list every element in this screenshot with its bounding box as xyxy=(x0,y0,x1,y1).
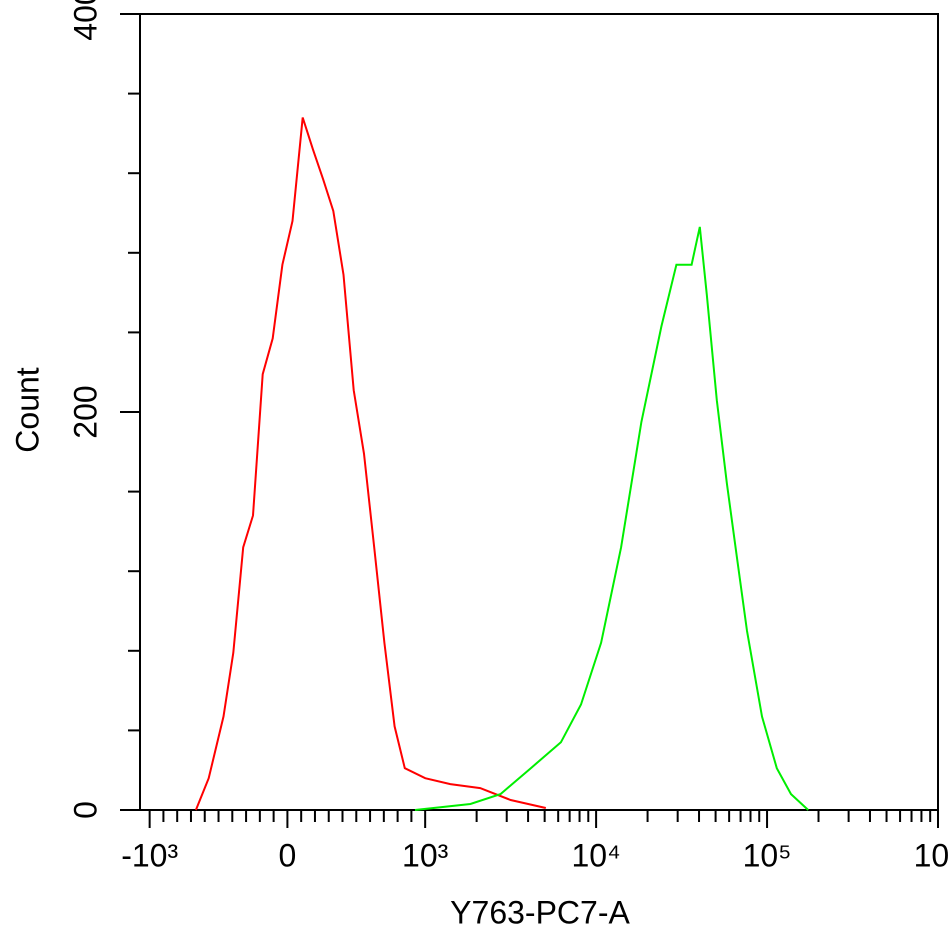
histogram-line xyxy=(414,226,809,811)
y-tick-label: 200 xyxy=(67,385,103,438)
y-tick-label: 400 xyxy=(67,0,103,41)
x-tick-label: 10³ xyxy=(402,837,449,873)
histogram-line xyxy=(194,117,547,811)
y-tick-label: 0 xyxy=(67,801,103,819)
y-axis-label: Count xyxy=(9,367,45,453)
x-tick-label: -10³ xyxy=(121,837,178,873)
x-axis-label: Y763-PC7-A xyxy=(450,894,630,930)
x-tick-label: 10⁴ xyxy=(571,837,620,873)
x-tick-label: 10⁵ xyxy=(743,837,792,873)
x-tick-label: 0 xyxy=(279,837,297,873)
x-tick-label: 10⁶ xyxy=(914,837,951,873)
